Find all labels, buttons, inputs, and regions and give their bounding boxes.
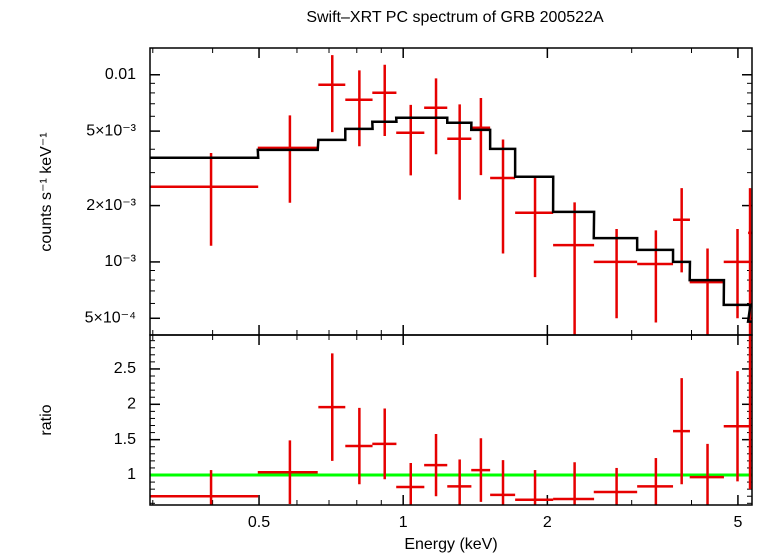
plot-area [150,55,752,335]
y-tick-label: 1.5 [114,431,136,448]
x-tick-label: 1 [399,514,408,531]
model-line [150,116,752,323]
y-tick-label: 10⁻³ [104,253,136,270]
plot-frame [149,47,753,336]
plot-area [150,335,752,505]
y-tick-label: 2 [127,396,136,413]
y-axis-title: counts s⁻¹ keV⁻¹ [38,132,55,251]
x-tick-label: 2 [543,514,552,531]
y-tick-label: 0.01 [105,66,136,83]
y-tick-label: 5×10⁻³ [86,122,136,139]
y-tick-label: 2×10⁻³ [86,197,136,214]
x-axis-title: Energy (keV) [404,536,497,553]
plot-frame [149,334,753,506]
y-tick-label: 1 [127,466,136,483]
chart-title: Swift–XRT PC spectrum of GRB 200522A [306,9,604,26]
x-tick-label: 0.5 [248,514,270,531]
y-tick-label: 5×10⁻⁴ [85,309,136,326]
y-tick-label: 2.5 [114,360,136,377]
y-axis-title: ratio [38,404,55,435]
x-tick-label: 5 [733,514,742,531]
